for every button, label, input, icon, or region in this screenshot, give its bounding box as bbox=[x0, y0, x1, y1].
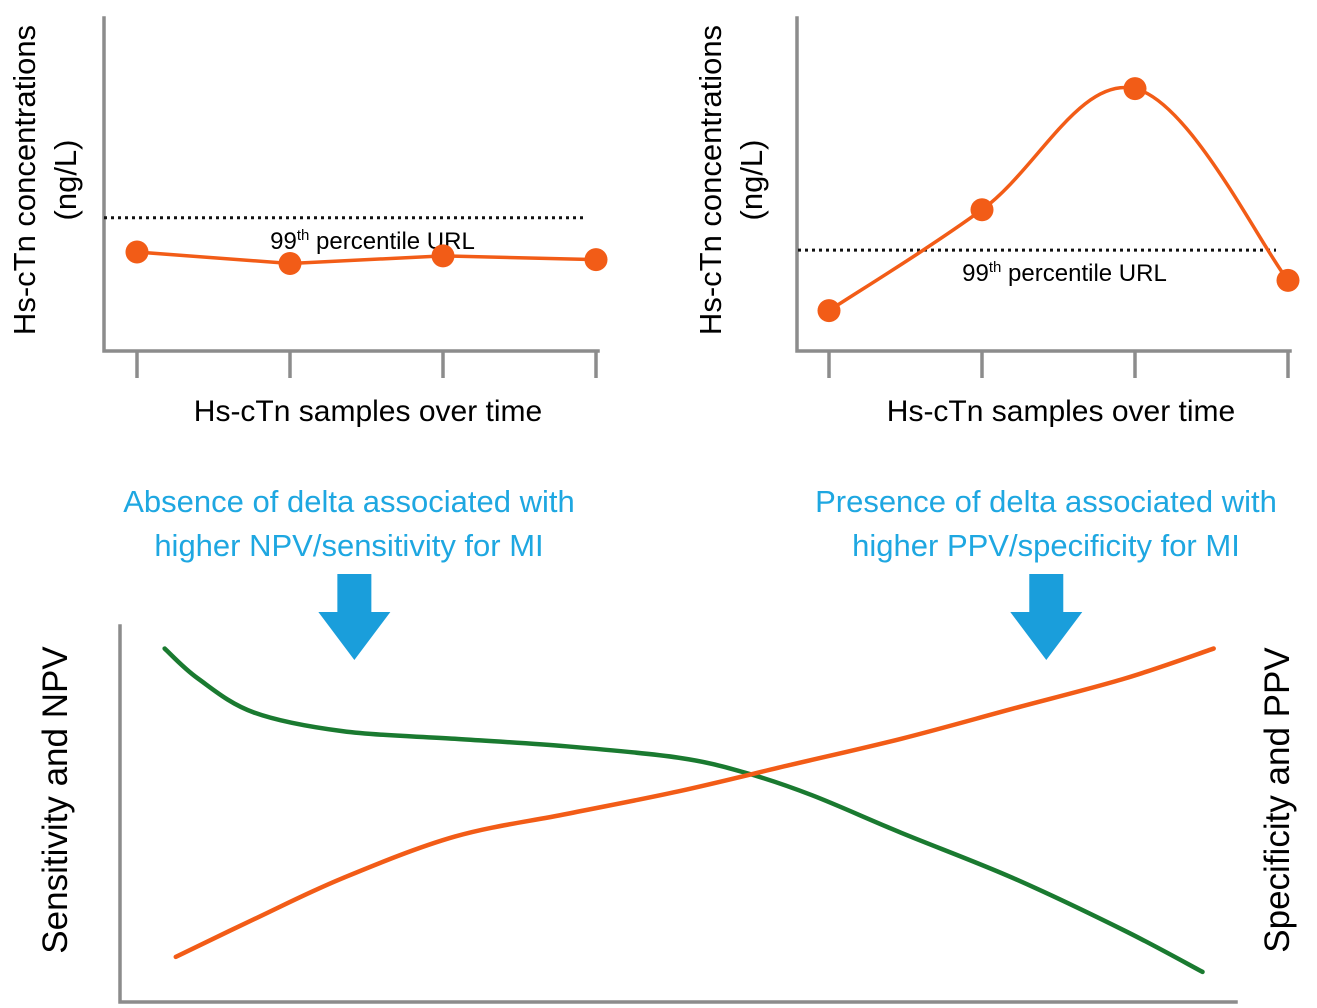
panel-left-ylabel-line2: (ng/L) bbox=[48, 140, 83, 221]
panel-left-xlabel: Hs-cTn samples over time bbox=[194, 395, 542, 428]
panel-right-xlabel: Hs-cTn samples over time bbox=[887, 395, 1235, 428]
panel-bottom-ylabel-left: Sensitivity and NPV bbox=[36, 646, 75, 954]
panel-left-data-point-2 bbox=[278, 251, 302, 275]
panel-bottom-axes bbox=[118, 624, 1238, 1004]
annotation-right: Presence of delta associated with higher… bbox=[815, 484, 1277, 563]
panel-bottom-orange-curve bbox=[173, 646, 1216, 960]
panel-bottom-ylabel-right: Specificity and PPV bbox=[1258, 647, 1297, 953]
annotation-right-line2: higher PPV/specificity for MI bbox=[852, 528, 1240, 563]
panel-right-series-line bbox=[828, 85, 1290, 313]
down-arrow-icon-right bbox=[1010, 574, 1083, 660]
panel-left-ylabel-line1: Hs-cTn concentrations bbox=[7, 25, 42, 335]
annotation-right-line1: Presence of delta associated with bbox=[815, 484, 1277, 519]
panel-right: Hs-cTn concentrations (ng/L) 99th percen… bbox=[693, 16, 1300, 428]
annotation-left: Absence of delta associated with higher … bbox=[123, 484, 575, 563]
panel-left-data-point-4 bbox=[584, 248, 608, 272]
panel-right-data-point-2 bbox=[970, 198, 994, 222]
panel-right-data-point-3 bbox=[1123, 77, 1147, 101]
panel-left-ticks bbox=[135, 351, 598, 378]
panel-left-series-line bbox=[136, 250, 597, 266]
down-arrow-icon-left bbox=[318, 574, 391, 660]
panel-left-series bbox=[125, 240, 608, 275]
panel-bottom-series bbox=[162, 646, 1216, 975]
panel-bottom: Sensitivity and NPV Specificity and PPV bbox=[36, 624, 1297, 1004]
panel-left-data-point-3 bbox=[431, 244, 455, 268]
panel-right-data-point-1 bbox=[817, 299, 841, 323]
panel-right-series bbox=[817, 77, 1300, 323]
panel-left-data-point-1 bbox=[125, 240, 149, 264]
panel-left: Hs-cTn concentrations (ng/L) 99th percen… bbox=[7, 16, 608, 428]
panel-right-data-point-4 bbox=[1276, 268, 1300, 292]
panel-right-ticks bbox=[827, 351, 1290, 378]
panel-right-ylabel-line2: (ng/L) bbox=[734, 140, 769, 221]
panel-right-ylabel-line1: Hs-cTn concentrations bbox=[693, 25, 728, 335]
panel-right-axes bbox=[795, 16, 1292, 353]
annotation-left-line1: Absence of delta associated with bbox=[123, 484, 575, 519]
panel-bottom-green-curve bbox=[162, 646, 1205, 975]
panel-left-axes bbox=[102, 16, 600, 353]
panel-right-reference-label: 99th percentile URL bbox=[962, 259, 1167, 287]
annotation-arrows bbox=[318, 574, 1083, 660]
annotation-left-line2: higher NPV/sensitivity for MI bbox=[154, 528, 543, 563]
